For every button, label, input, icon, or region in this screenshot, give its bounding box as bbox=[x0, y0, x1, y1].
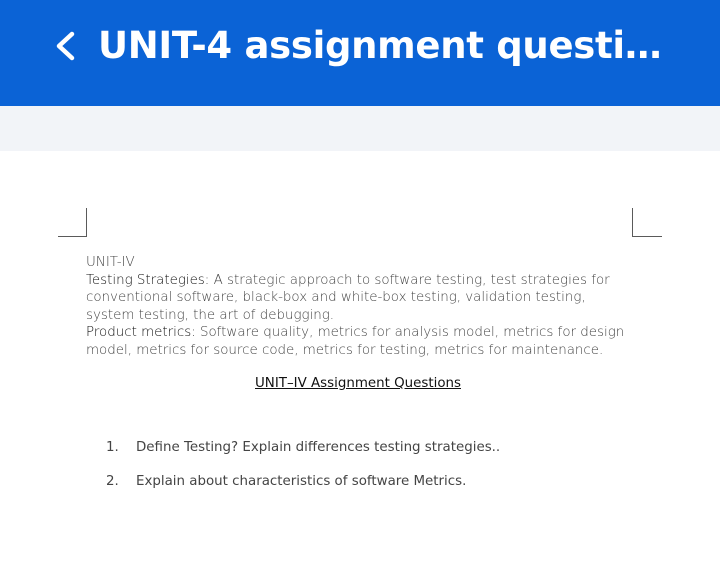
toolbar-strip bbox=[0, 106, 720, 151]
product-metrics-label: Product metrics: bbox=[86, 325, 196, 340]
product-metrics-paragraph: Product metrics: Software quality, metri… bbox=[86, 324, 626, 359]
crop-mark-top-right bbox=[632, 236, 662, 237]
app-header: UNIT-4 assignment question… bbox=[0, 0, 720, 106]
document-page[interactable] bbox=[0, 151, 720, 587]
document-title: UNIT-4 assignment question… bbox=[98, 24, 678, 67]
document-body: UNIT-IV Testing Strategies: A strategic … bbox=[86, 254, 626, 359]
testing-strategies-text: A strategic approach to software testing… bbox=[86, 272, 610, 323]
testing-strategies-label: Testing Strategies: bbox=[86, 272, 210, 288]
question-text: Define Testing? Explain differences test… bbox=[136, 440, 501, 455]
question-number: 2. bbox=[106, 474, 119, 489]
crop-mark-top-left bbox=[58, 236, 87, 237]
crop-mark-top-left bbox=[86, 208, 87, 237]
back-button[interactable] bbox=[46, 22, 86, 70]
chevron-left-icon bbox=[56, 31, 75, 61]
question-list: 1. Define Testing? Explain differences t… bbox=[86, 439, 646, 507]
product-metrics-text: Software quality, metrics for analysis m… bbox=[86, 325, 625, 358]
list-item: 2. Explain about characteristics of soft… bbox=[86, 473, 646, 490]
question-number: 1. bbox=[106, 440, 119, 455]
question-text: Explain about characteristics of softwar… bbox=[136, 474, 467, 489]
list-item: 1. Define Testing? Explain differences t… bbox=[86, 439, 646, 456]
assignment-title: UNIT–IV Assignment Questions bbox=[255, 376, 461, 391]
testing-strategies-paragraph: Testing Strategies: A strategic approach… bbox=[86, 272, 626, 325]
unit-heading: UNIT-IV bbox=[86, 255, 135, 270]
crop-mark-top-right bbox=[632, 208, 633, 237]
